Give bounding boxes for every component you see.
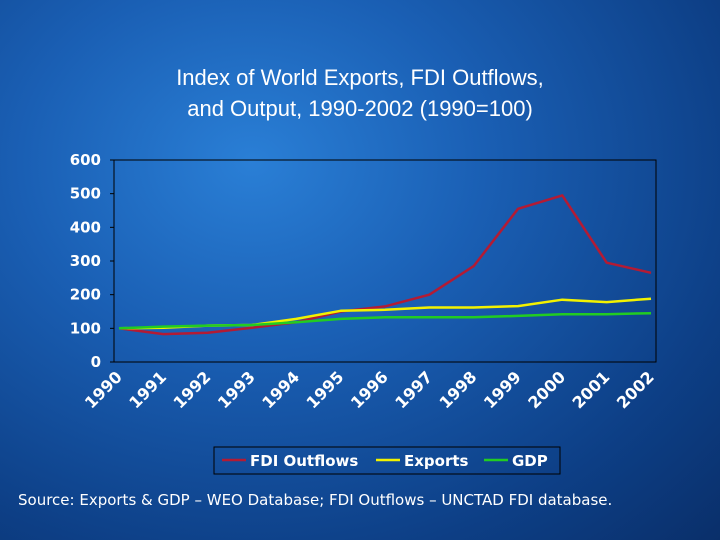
x-tick-label: 1991 bbox=[125, 367, 170, 412]
chart-title-line-1: Index of World Exports, FDI Outflows, bbox=[176, 65, 544, 90]
x-tick-label: 1998 bbox=[436, 367, 481, 412]
legend-label: GDP bbox=[512, 452, 548, 470]
y-tick-label: 600 bbox=[70, 151, 101, 169]
y-axis-ticks: 0 100 200 300 400 500 600 bbox=[70, 151, 114, 371]
source-note: Source: Exports & GDP – WEO Database; FD… bbox=[18, 491, 613, 509]
chart-title-line-2: and Output, 1990-2002 (1990=100) bbox=[187, 96, 533, 121]
legend-box bbox=[213, 446, 561, 475]
plot-area bbox=[113, 159, 657, 363]
x-tick-label: 2001 bbox=[569, 367, 614, 412]
x-tick-label: 1993 bbox=[214, 367, 259, 412]
legend-label: Exports bbox=[404, 452, 469, 470]
y-tick-label: 200 bbox=[70, 286, 101, 304]
x-tick-label: 2000 bbox=[524, 367, 569, 412]
x-tick-label: 2002 bbox=[613, 367, 658, 412]
legend: FDI Outflows Exports GDP bbox=[222, 452, 548, 470]
x-tick-label: 1994 bbox=[258, 367, 303, 412]
series-line-fdi-outflows bbox=[118, 194, 652, 336]
y-tick-label: 400 bbox=[70, 218, 101, 236]
y-tick-label: 100 bbox=[70, 319, 101, 337]
series-line-gdp bbox=[118, 311, 652, 330]
y-tick-label: 300 bbox=[70, 252, 101, 270]
legend-label: FDI Outflows bbox=[250, 452, 358, 470]
x-tick-label: 1990 bbox=[81, 367, 126, 412]
x-tick-label: 1996 bbox=[347, 367, 392, 412]
x-tick-label: 1999 bbox=[480, 367, 525, 412]
series-lines bbox=[118, 194, 652, 336]
x-tick-label: 1995 bbox=[303, 367, 348, 412]
x-tick-label: 1997 bbox=[391, 367, 436, 412]
y-tick-label: 500 bbox=[70, 185, 101, 203]
x-axis-ticks: 1990 1991 1992 1993 1994 1995 1996 1997 1998 1999… bbox=[81, 367, 658, 412]
chart-title: Index of World Exports, FDI Outflows, an… bbox=[0, 62, 720, 124]
y-tick-label: 0 bbox=[91, 353, 101, 371]
x-tick-label: 1992 bbox=[170, 367, 215, 412]
